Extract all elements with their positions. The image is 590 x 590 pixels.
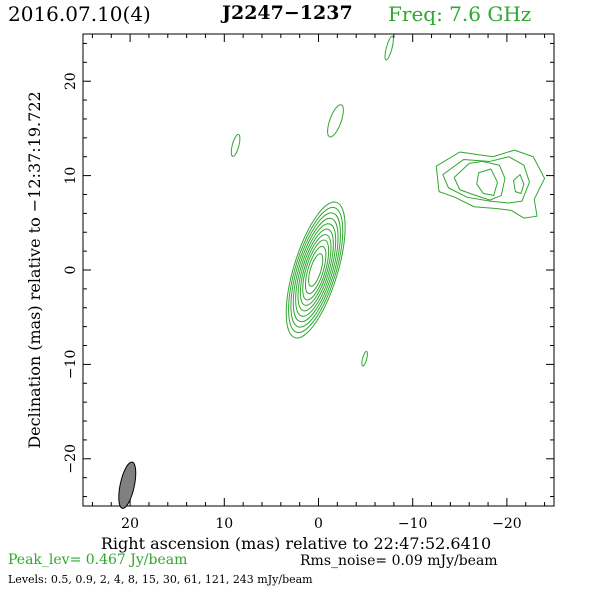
x-tick-label: 10 [215, 516, 233, 532]
jet-contour [476, 168, 498, 196]
y-tick-label: 0 [63, 266, 79, 275]
x-tick-label: 20 [121, 516, 139, 532]
island-contour [384, 35, 394, 61]
y-tick-label: 20 [63, 72, 79, 90]
plot-frame [82, 33, 555, 507]
island-contour [327, 104, 344, 138]
core-contour [297, 228, 334, 312]
y-tick-label: 10 [63, 167, 79, 185]
island-contour [230, 133, 241, 157]
core-contour [290, 212, 341, 328]
core-contour [292, 217, 339, 323]
beam-ellipse [118, 461, 137, 509]
frequency-label: Freq: 7.6 GHz [388, 2, 532, 26]
jet-contour [442, 156, 531, 204]
x-tick-label: −20 [492, 516, 522, 532]
core-contour [288, 206, 344, 334]
y-tick-label: −20 [63, 444, 79, 474]
axis-ticks: 20 10 0 −10 −20 −20 −10 0 10 20 [63, 34, 554, 532]
contour-layer [230, 35, 546, 367]
jet-contour [435, 149, 546, 219]
island-contour [361, 350, 368, 367]
contour-levels: Levels: 0.5, 0.9, 2, 4, 8, 15, 30, 61, 1… [8, 573, 313, 586]
x-tick-label: 0 [314, 516, 323, 532]
core-contour [304, 245, 327, 295]
jet-contour [453, 160, 506, 201]
core-contour [308, 253, 324, 287]
rms-noise: Rms_noise= 0.09 mJy/beam [300, 553, 498, 569]
core-contour [299, 234, 332, 306]
source-name: J2247−1237 [222, 2, 353, 24]
core-contour [302, 239, 330, 301]
peak-level: Peak_lev= 0.467 Jy/beam [8, 552, 188, 568]
jet-contour [512, 174, 525, 195]
x-axis-label: Right ascension (mas) relative to 22:47:… [101, 534, 491, 553]
observation-date: 2016.07.10(4) [8, 2, 151, 26]
core-contour [285, 201, 346, 339]
y-axis-label: Declination (mas) relative to −12:37:19.… [25, 91, 44, 448]
beam-layer [118, 461, 137, 509]
x-tick-label: −10 [398, 516, 428, 532]
y-tick-label: −10 [63, 350, 79, 380]
core-contour [295, 223, 337, 317]
